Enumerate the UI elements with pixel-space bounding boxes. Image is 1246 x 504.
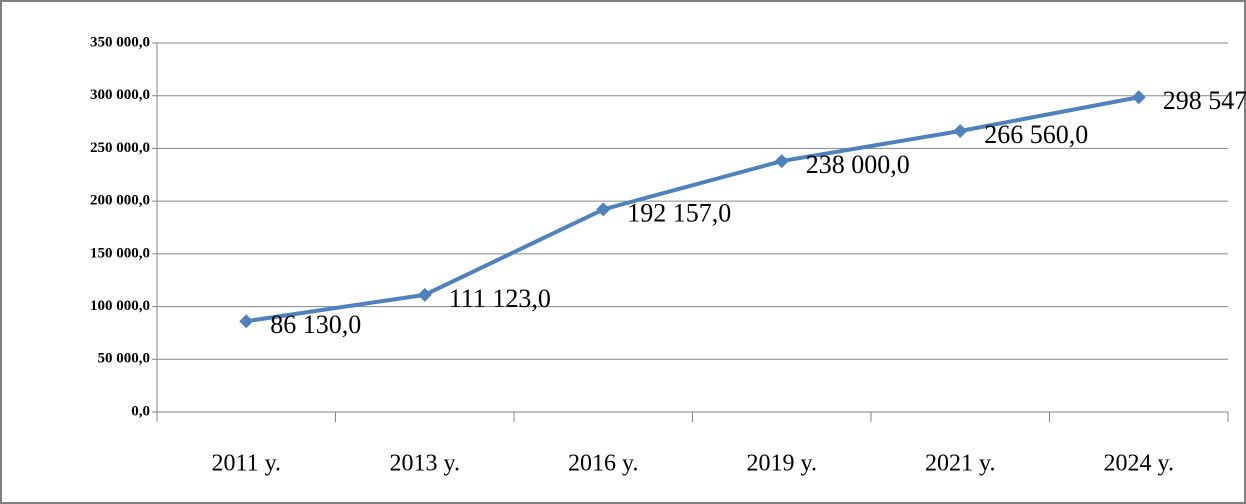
y-tick-label: 100 000,0 xyxy=(90,298,150,314)
x-tick-label: 2019 y. xyxy=(747,451,817,477)
y-tick-label: 150 000,0 xyxy=(90,245,150,261)
marker xyxy=(774,154,789,169)
data-label: 192 157,0 xyxy=(627,198,731,227)
y-tick-label: 200 000,0 xyxy=(90,193,150,209)
marker xyxy=(1131,90,1146,105)
marker xyxy=(953,123,968,138)
data-label: 86 130,0 xyxy=(270,310,361,339)
x-tick-label: 2013 y. xyxy=(390,451,460,477)
data-label: 266 560,0 xyxy=(984,120,1088,149)
x-tick-label: 2024 y. xyxy=(1104,451,1174,477)
marker xyxy=(239,314,254,329)
y-tick-label: 350 000,0 xyxy=(90,34,150,50)
marker xyxy=(596,202,611,217)
y-tick-label: 250 000,0 xyxy=(90,140,150,156)
data-label: 298 547,0 xyxy=(1163,86,1246,115)
x-tick-label: 2021 y. xyxy=(925,451,995,477)
y-tick-label: 50 000,0 xyxy=(98,351,151,367)
y-tick-label: 300 000,0 xyxy=(90,87,150,103)
marker xyxy=(417,287,432,302)
x-tick-label: 2011 y. xyxy=(211,451,281,477)
x-tick-label: 2016 y. xyxy=(568,451,638,477)
series-line xyxy=(245,95,1140,324)
data-label: 111 123,0 xyxy=(449,284,551,313)
data-label: 238 000,0 xyxy=(806,150,910,179)
y-tick-label: 0,0 xyxy=(131,403,150,419)
